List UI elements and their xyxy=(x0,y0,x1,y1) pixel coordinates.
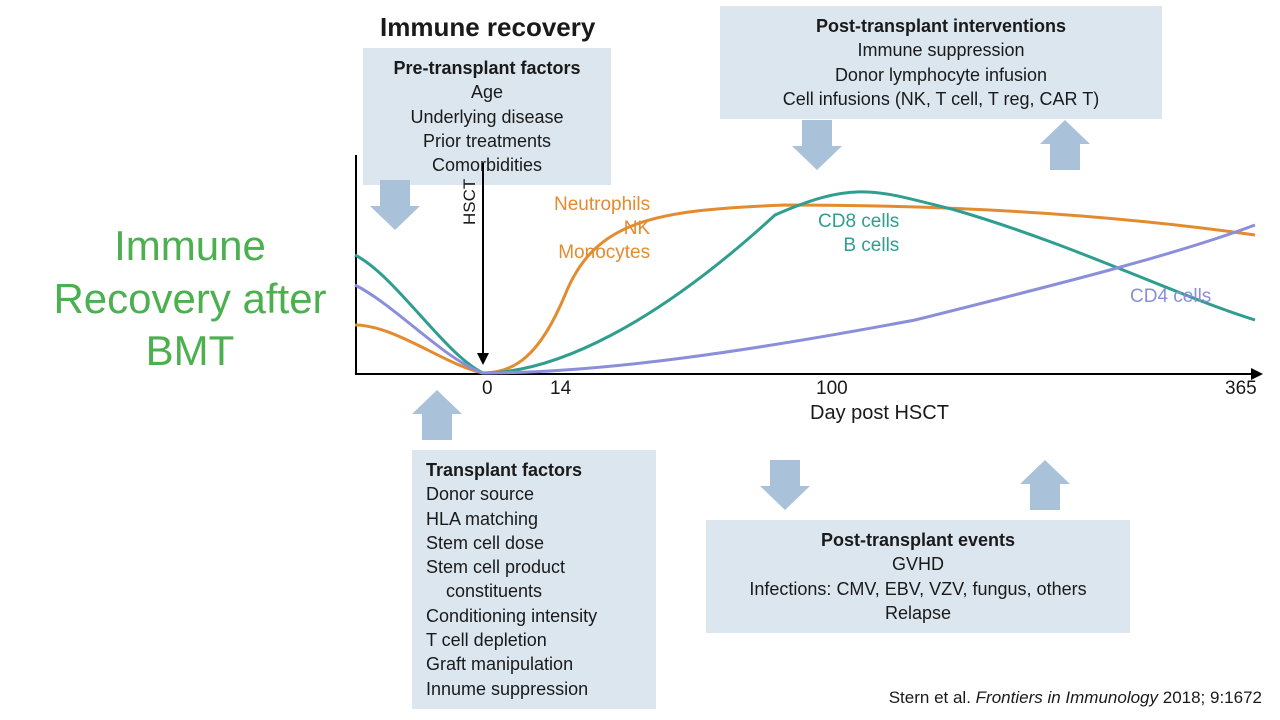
chart-area xyxy=(355,155,1255,375)
series-label-line: Neutrophils xyxy=(554,193,650,217)
series-label-line: CD4 cells xyxy=(1130,285,1211,309)
post-events-box: Post-transplant events GVHDInfections: C… xyxy=(706,520,1130,633)
series-label-line: B cells xyxy=(818,234,899,258)
slide-title: Immune Recovery after BMT xyxy=(30,220,350,378)
series-label-cd8_b: CD8 cellsB cells xyxy=(818,210,899,258)
box-item: GVHD xyxy=(720,552,1116,576)
box-title: Post-transplant events xyxy=(720,528,1116,552)
x-axis-label: Day post HSCT xyxy=(810,402,949,425)
box-item: Stem cell dose xyxy=(426,531,642,555)
box-item: Age xyxy=(377,80,597,104)
x-tick: 0 xyxy=(482,378,493,400)
transplant-factors-box: Transplant factors Donor sourceHLA match… xyxy=(412,450,656,709)
box-item: Immune suppression xyxy=(734,38,1148,62)
box-item: Prior treatments xyxy=(377,129,597,153)
box-item: Relapse xyxy=(720,601,1116,625)
box-item: T cell depletion xyxy=(426,628,642,652)
series-label-cd4: CD4 cells xyxy=(1130,285,1211,309)
post-interventions-box: Post-transplant interventions Immune sup… xyxy=(720,6,1162,119)
box-item: Graft manipulation xyxy=(426,652,642,676)
box-item: Cell infusions (NK, T cell, T reg, CAR T… xyxy=(734,87,1148,111)
series-label-line: Monocytes xyxy=(554,241,650,265)
box-item: Innume suppression xyxy=(426,677,642,701)
citation-year: 2018; 9:1672 xyxy=(1158,688,1262,707)
x-tick: 365 xyxy=(1225,378,1257,400)
box-item: Stem cell product constituents xyxy=(426,555,642,604)
box-item: Donor lymphocyte infusion xyxy=(734,63,1148,87)
series-label-line: CD8 cells xyxy=(818,210,899,234)
series-label-line: NK xyxy=(554,217,650,241)
citation-journal: Frontiers in Immunology xyxy=(976,688,1158,707)
hsct-label: HSCT xyxy=(460,179,480,225)
chart-curves xyxy=(355,155,1255,375)
chart-title: Immune recovery xyxy=(380,12,595,43)
box-item: Conditioning intensity xyxy=(426,604,642,628)
box-title: Post-transplant interventions xyxy=(734,14,1148,38)
x-tick: 100 xyxy=(816,378,848,400)
citation-authors: Stern et al. xyxy=(889,688,971,707)
box-item: Infections: CMV, EBV, VZV, fungus, other… xyxy=(720,577,1116,601)
box-item: Donor source xyxy=(426,482,642,506)
box-item: Underlying disease xyxy=(377,105,597,129)
curve-neutrophils xyxy=(355,205,1255,373)
curve-cd4 xyxy=(355,225,1255,373)
box-title: Pre-transplant factors xyxy=(377,56,597,80)
series-label-neutrophils: NeutrophilsNKMonocytes xyxy=(554,193,650,264)
x-tick: 14 xyxy=(550,378,571,400)
citation: Stern et al. Frontiers in Immunology 201… xyxy=(889,688,1262,708)
box-title: Transplant factors xyxy=(426,458,642,482)
box-item: HLA matching xyxy=(426,507,642,531)
